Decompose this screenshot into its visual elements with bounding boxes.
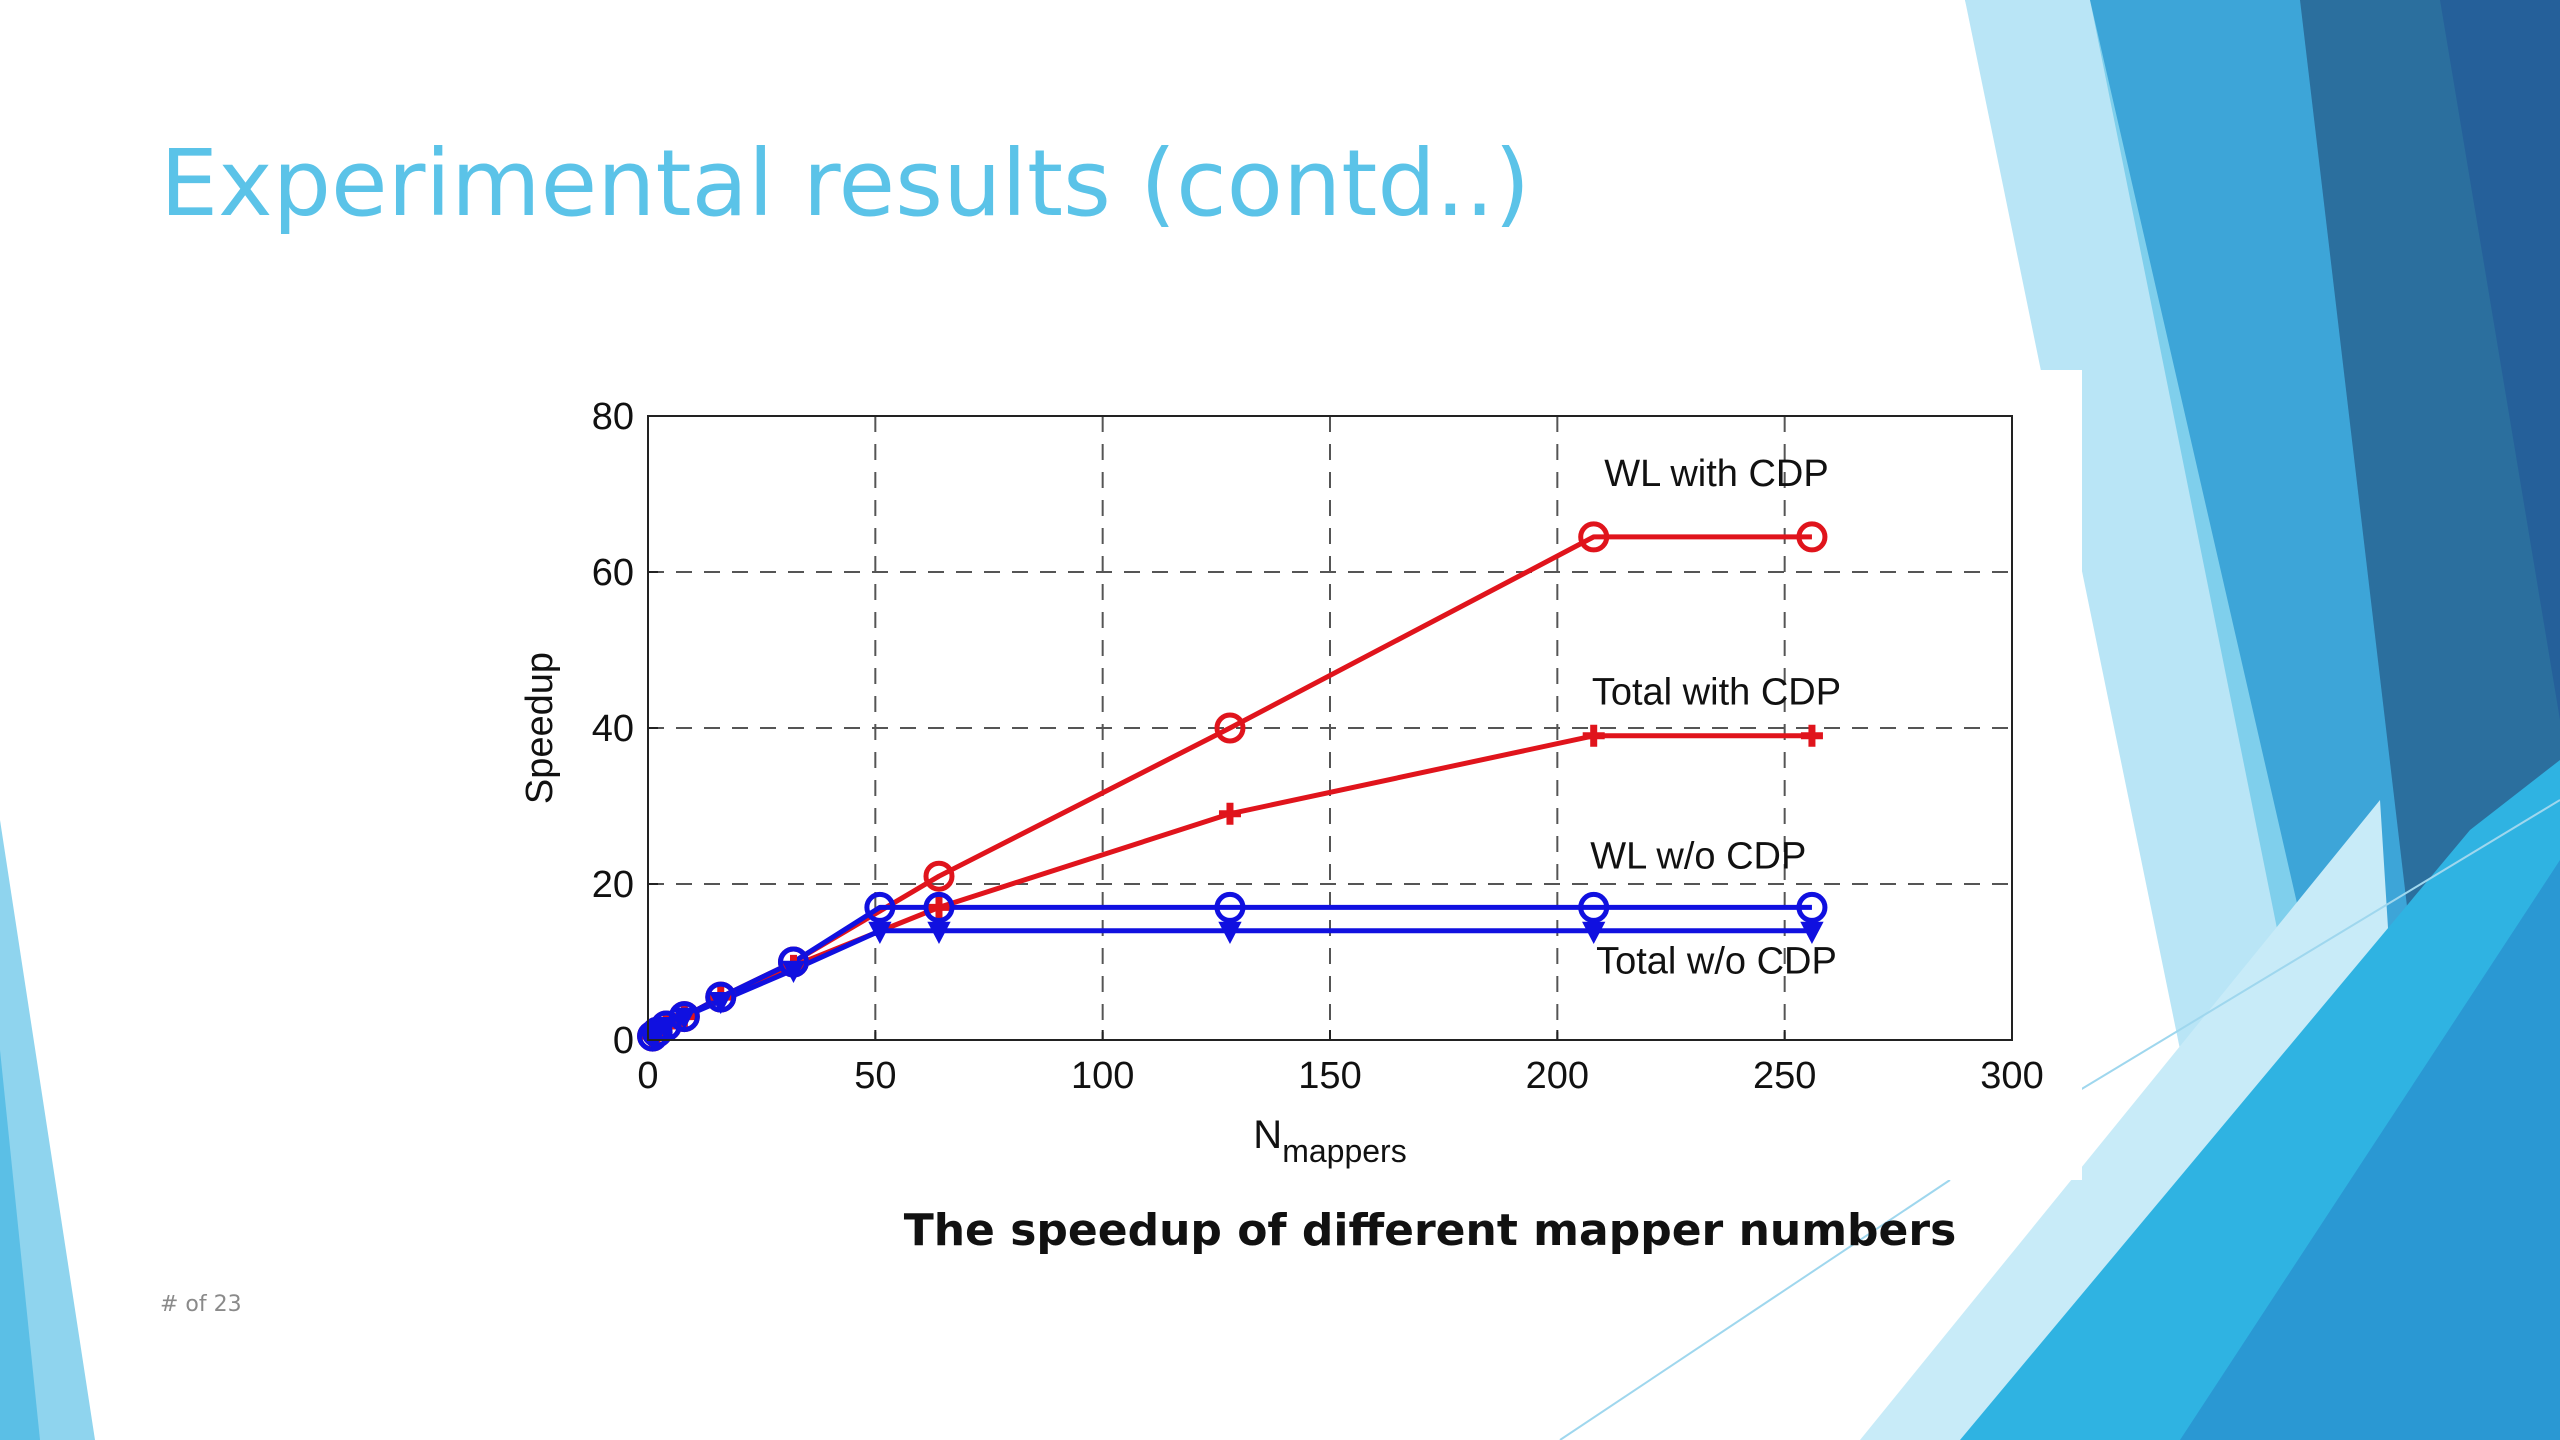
speedup-line-chart: 0 50 100 150 200 250 300 0 20 40 60 80 WL with CDP T…	[519, 396, 2044, 1169]
data-point-plus	[1800, 724, 1823, 747]
x-tick-label: 300	[1980, 1055, 2043, 1097]
grid-lines	[648, 416, 2012, 1040]
data-point-circle	[1214, 712, 1246, 744]
x-tick-label: 100	[1071, 1055, 1134, 1097]
y-tick-label: 80	[592, 396, 634, 438]
data-point-circle	[1214, 891, 1246, 923]
data-point-triangle	[868, 921, 892, 944]
deco-thin-line-1	[1559, 1179, 1951, 1440]
data-point-plus	[1582, 724, 1605, 747]
deco-thin-line-2	[2079, 799, 2560, 1091]
slide-title: Experimental results (contd..)	[160, 130, 1531, 237]
data-point-circle	[864, 891, 896, 923]
data-point-circle	[1796, 891, 1828, 923]
y-axis-label: Speedup	[519, 652, 561, 804]
y-tick-label: 20	[592, 864, 634, 906]
data-point-circle	[923, 891, 955, 923]
data-point-triangle	[781, 960, 806, 983]
data-point-circle	[1578, 891, 1610, 923]
slide-number: # of 23	[160, 1292, 242, 1317]
series-annotation: Total w/o CDP	[1596, 941, 1837, 983]
axis-ticks: 0 50 100 150 200 250 300 0 20 40 60 80	[592, 396, 2044, 1097]
data-point-triangle	[1218, 921, 1242, 944]
data-point-plus	[1218, 802, 1241, 825]
data-point-plus	[927, 896, 950, 919]
series-markers	[637, 521, 1828, 1052]
series-annotation: WL w/o CDP	[1590, 835, 1806, 877]
data-point-triangle	[654, 1016, 678, 1040]
series-annotation: Total with CDP	[1592, 672, 1841, 714]
series-line-2	[650, 733, 1812, 1038]
y-tick-label: 60	[592, 552, 634, 594]
figure-caption: The speedup of different mapper numbers	[903, 1205, 1957, 1256]
series-annotations: WL with CDP Total with CDP WL w/o CDP Total…	[1590, 453, 1841, 983]
data-point-triangle	[927, 921, 951, 944]
chart-panel: 0 50 100 150 200 250 300 0 20 40 60 80 WL with CDP T…	[490, 370, 2082, 1180]
x-tick-label: 50	[854, 1055, 896, 1097]
series-annotation: WL with CDP	[1604, 453, 1829, 495]
data-point-triangle	[1582, 921, 1606, 944]
deco-shape-bottom-blue	[2180, 860, 2560, 1440]
x-tick-label: 0	[637, 1055, 658, 1097]
deco-shape-deep-blue	[2440, 0, 2560, 720]
deco-shape-left-dark	[0, 1050, 40, 1440]
data-point-circle	[1578, 521, 1610, 553]
data-point-triangle	[1800, 921, 1824, 944]
data-point-circle	[1796, 521, 1828, 553]
data-point-triangle	[709, 992, 733, 1015]
data-point-triangle	[672, 1007, 697, 1030]
data-point-circle	[923, 860, 955, 892]
x-axis-label: Nmappers	[1253, 1113, 1406, 1169]
y-tick-label: 0	[613, 1020, 634, 1062]
x-axis-label-subscript: mappers	[1282, 1133, 1407, 1169]
y-tick-label: 40	[592, 708, 634, 750]
x-axis-label-main: N	[1253, 1113, 1282, 1157]
x-tick-label: 150	[1298, 1055, 1361, 1097]
x-tick-label: 200	[1526, 1055, 1589, 1097]
x-tick-label: 250	[1753, 1055, 1816, 1097]
